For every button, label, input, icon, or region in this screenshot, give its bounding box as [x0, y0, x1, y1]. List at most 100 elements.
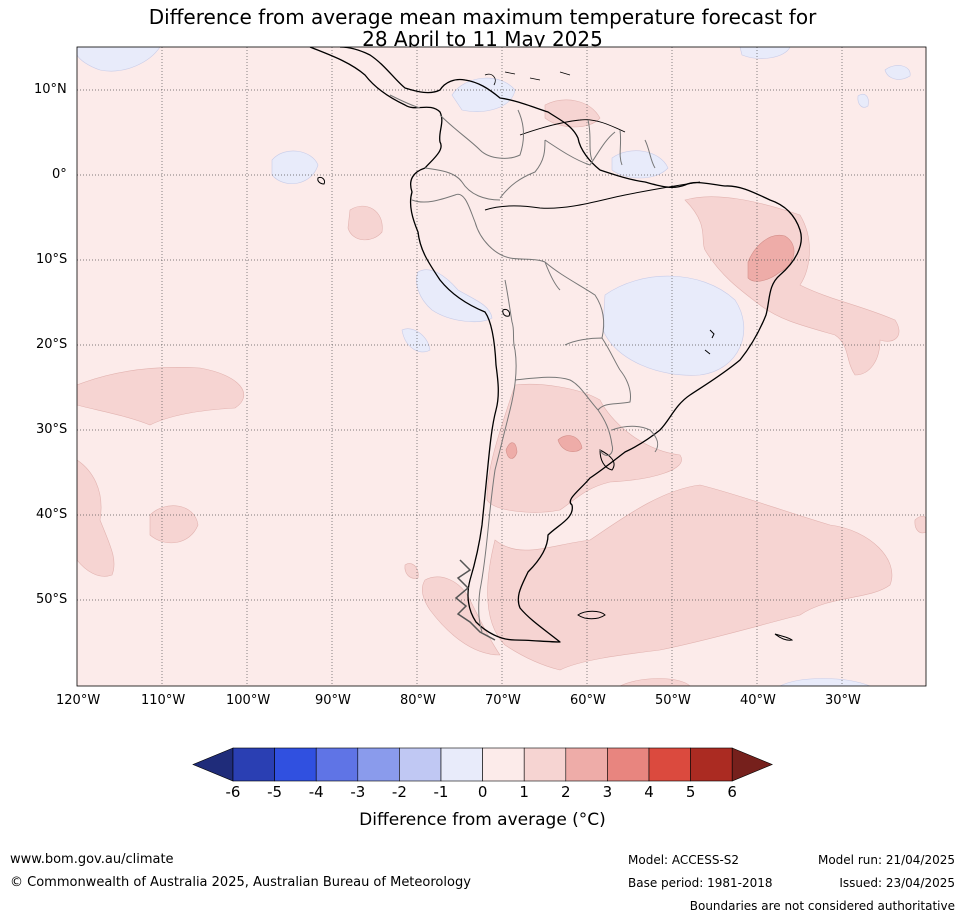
title-line-2: 28 April to 11 May 2025 [362, 27, 603, 51]
anomaly-shading [77, 47, 926, 686]
pantanal-lakes [704, 329, 715, 355]
lon-label-60w: 60°W [570, 693, 606, 708]
orinoco-river [519, 119, 626, 136]
colorbar-tick-label: 5 [685, 783, 696, 801]
colorbar-tick-label: -1 [433, 783, 449, 801]
rio-de-la-plata [599, 449, 615, 471]
colorbar-tick-label: -3 [350, 783, 366, 801]
colorbar-tick-label: 3 [602, 783, 613, 801]
cool-region-northwest [77, 47, 161, 72]
border-peru-brazil [474, 221, 561, 291]
colorbar-tick-label: 6 [727, 783, 737, 801]
cool-region-brazil [602, 275, 745, 376]
colorbar-box [274, 747, 317, 782]
colorbar-box [565, 747, 608, 782]
colorbar-tick-label: 1 [519, 783, 529, 801]
warm-region-pacific-offshore [347, 205, 383, 241]
lat-label-20s: 20°S [36, 337, 68, 352]
gridlines [77, 47, 926, 686]
cool-region-northeast-2 [857, 94, 869, 108]
lon-label-100w: 100°W [226, 693, 271, 708]
border-bolivia-paraguay [564, 337, 621, 371]
colorbar-box [399, 747, 442, 782]
warm-region-small-1 [404, 563, 419, 579]
border-guyana [587, 119, 656, 169]
lon-label-90w: 90°W [315, 693, 351, 708]
border-colombia-venezuela [439, 109, 524, 159]
border-venezuela-brazil [544, 131, 616, 166]
border-colombia-brazil [499, 139, 546, 199]
footer-site: www.bom.gov.au/climate [10, 852, 174, 867]
border-bolivia-argentina [514, 376, 599, 411]
colorbar-tick-label: -4 [308, 783, 324, 801]
border-chile-argentina [478, 349, 517, 633]
warm-region-small-2 [914, 515, 926, 534]
falkland-islands [577, 610, 606, 620]
footer-copyright: © Commonwealth of Australia 2025, Austra… [10, 875, 471, 890]
warmer-region-northeast-brazil [747, 234, 795, 282]
lon-label-120w: 120°W [56, 693, 101, 708]
lon-label-70w: 70°W [485, 693, 521, 708]
colorbar-box [357, 747, 400, 782]
colorbar [192, 747, 773, 782]
colorbar-tick-label: 0 [477, 783, 488, 801]
lon-label-40w: 40°W [740, 693, 776, 708]
galapagos-islands [317, 177, 325, 185]
lon-label-50w: 50°W [655, 693, 691, 708]
warm-region-argentina [486, 383, 682, 513]
footer-model-run: Model run: 21/04/2025 [817, 853, 955, 867]
colorbar-tick-label: 4 [644, 783, 654, 801]
warm-region-east-brazil [684, 196, 900, 376]
lake-titicaca [502, 309, 510, 317]
border-colombia-ecuador [424, 167, 501, 201]
warm-region-venezuela [544, 99, 601, 128]
country-borders [389, 94, 659, 633]
south-georgia [774, 633, 794, 641]
colorbar-tick-label: -5 [267, 783, 283, 801]
footer-base-period: Base period: 1981-2018 [628, 876, 773, 890]
chile-fjords [454, 559, 496, 641]
lat-label-10n: 10°N [34, 82, 67, 97]
cool-region-galapagos [271, 150, 319, 184]
warm-region-pacific-west [77, 367, 245, 426]
colorbar-tick-label: -2 [391, 783, 407, 801]
colorbar-box [523, 747, 567, 782]
colorbar-box [607, 747, 650, 782]
lon-label-110w: 110°W [141, 693, 186, 708]
border-peru-bolivia [504, 279, 516, 351]
lat-label-50s: 50°S [36, 592, 68, 607]
lat-label-30s: 30°S [36, 422, 68, 437]
colorbar-title: Difference from average (°C) [359, 810, 606, 830]
caribbean-islands [484, 71, 571, 86]
colorbar-box [690, 747, 733, 782]
cool-region-pacific-coast [416, 269, 493, 323]
colorbar-tick-label: 2 [561, 783, 571, 801]
warm-region-south-atlantic [487, 484, 893, 671]
colorbar-box [648, 747, 691, 782]
cool-region-south [779, 678, 871, 686]
lon-label-80w: 80°W [400, 693, 436, 708]
colorbar-box [315, 747, 359, 782]
border-ecuador-peru [411, 193, 476, 223]
footer-model: Model: ACCESS-S2 [628, 853, 740, 867]
south-america-coastline [309, 47, 802, 643]
warm-region-far-west [77, 459, 115, 577]
warmer-region-argentina-1 [557, 435, 583, 453]
lat-label-40s: 40°S [36, 507, 68, 522]
colorbar-arrow-high [731, 747, 773, 782]
coastline [309, 47, 802, 643]
colorbar-box [482, 747, 525, 782]
footer-issued: Issued: 23/04/2025 [839, 876, 955, 890]
border-uruguay-brazil [611, 425, 659, 453]
border-bolivia-brazil [544, 261, 605, 339]
colorbar-box [232, 747, 275, 782]
lon-label-30w: 30°W [825, 693, 861, 708]
border-argentina-uruguay [597, 409, 614, 456]
title-line-1: Difference from average mean maximum tem… [148, 5, 817, 29]
cool-region-small [401, 328, 431, 353]
colorbar-tick-label: -6 [225, 783, 241, 801]
border-paraguay-brazil [597, 369, 631, 411]
amazon-river [484, 181, 701, 211]
map-frame [76, 46, 927, 687]
